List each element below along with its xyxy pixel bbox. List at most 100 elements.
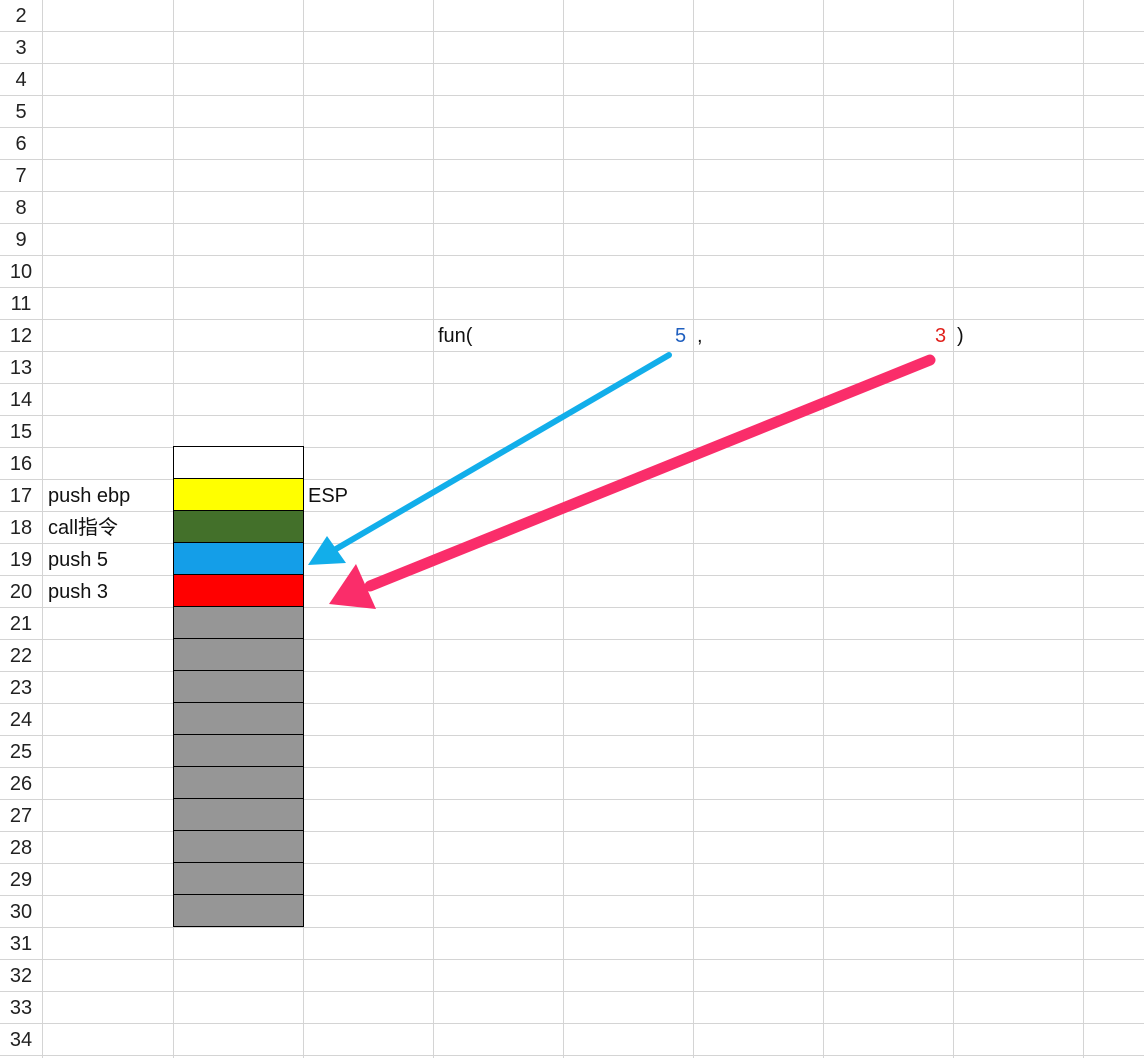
stack-cell[interactable] <box>173 798 304 831</box>
row-number[interactable]: 27 <box>9 805 33 827</box>
row-gridline <box>0 191 1144 192</box>
row-gridline <box>0 895 1144 896</box>
row-number[interactable]: 4 <box>15 69 27 91</box>
row-gridline <box>0 927 1144 928</box>
stack-cell[interactable] <box>173 894 304 927</box>
row-number[interactable]: 3 <box>15 37 27 59</box>
row-gridline <box>0 991 1144 992</box>
row-gridline <box>0 511 1144 512</box>
argument-separator: , <box>697 325 703 347</box>
label-push-5[interactable]: push 5 <box>48 549 109 571</box>
row-number[interactable]: 2 <box>15 5 27 27</box>
row-number[interactable]: 5 <box>15 101 27 123</box>
column-gridline <box>823 0 824 1058</box>
row-gridline <box>0 575 1144 576</box>
row-number[interactable]: 6 <box>15 133 27 155</box>
row-gridline <box>0 415 1144 416</box>
row-number[interactable]: 24 <box>9 709 33 731</box>
row-number[interactable]: 10 <box>9 261 33 283</box>
row-gridline <box>0 351 1144 352</box>
row-number[interactable]: 31 <box>9 933 33 955</box>
stack-cell[interactable] <box>173 702 304 735</box>
row-gridline <box>0 607 1144 608</box>
stack-cell[interactable] <box>173 606 304 639</box>
stack-cell[interactable] <box>173 830 304 863</box>
column-gridline <box>693 0 694 1058</box>
stack-cell[interactable] <box>173 542 304 575</box>
column-gridline <box>953 0 954 1058</box>
row-gridline <box>0 671 1144 672</box>
row-gridline <box>0 127 1144 128</box>
row-number[interactable]: 30 <box>9 901 33 923</box>
row-number[interactable]: 34 <box>9 1029 33 1051</box>
row-gridline <box>0 799 1144 800</box>
row-number[interactable]: 17 <box>9 485 33 507</box>
column-gridline <box>563 0 564 1058</box>
row-number[interactable]: 11 <box>10 293 32 315</box>
row-number[interactable]: 16 <box>9 453 33 475</box>
row-gridline <box>0 383 1144 384</box>
row-number[interactable]: 15 <box>9 421 33 443</box>
red-arrow-icon <box>329 354 936 609</box>
label-push-ebp[interactable]: push ebp <box>48 485 131 507</box>
row-number[interactable]: 25 <box>9 741 33 763</box>
stack-cell[interactable] <box>173 510 304 543</box>
row-gridline <box>0 767 1144 768</box>
row-gridline <box>0 255 1144 256</box>
row-number[interactable]: 22 <box>9 645 33 667</box>
stack-cell[interactable] <box>173 670 304 703</box>
row-number[interactable]: 8 <box>15 197 27 219</box>
stack-cell[interactable] <box>173 862 304 895</box>
blue-arrow-icon <box>308 352 672 565</box>
row-gridline <box>0 319 1144 320</box>
row-gridline <box>0 1023 1144 1024</box>
row-number[interactable]: 9 <box>15 229 27 251</box>
stack-cell[interactable] <box>173 638 304 671</box>
row-number[interactable]: 23 <box>9 677 33 699</box>
row-gridline <box>0 223 1144 224</box>
row-gridline <box>0 447 1144 448</box>
argument-5[interactable]: 5 <box>675 325 687 347</box>
row-number[interactable]: 26 <box>9 773 33 795</box>
column-gridline <box>433 0 434 1058</box>
row-gridline <box>0 543 1144 544</box>
row-gridline <box>0 287 1144 288</box>
row-number[interactable]: 14 <box>9 389 33 411</box>
row-gridline <box>0 831 1144 832</box>
row-number[interactable]: 32 <box>9 965 33 987</box>
row-number[interactable]: 20 <box>9 581 33 603</box>
row-number[interactable]: 29 <box>9 869 33 891</box>
column-gridline <box>1083 0 1084 1058</box>
label-esp[interactable]: ESP <box>308 485 349 507</box>
stack-cell[interactable] <box>173 734 304 767</box>
row-gridline <box>0 159 1144 160</box>
row-gridline <box>0 639 1144 640</box>
row-number[interactable]: 28 <box>9 837 33 859</box>
row-number[interactable]: 18 <box>9 517 33 539</box>
column-gridline <box>42 0 43 1058</box>
argument-3[interactable]: 3 <box>935 325 947 347</box>
row-number[interactable]: 21 <box>9 613 33 635</box>
close-paren: ) <box>957 325 964 347</box>
label-push-3[interactable]: push 3 <box>48 581 109 603</box>
stack-cell[interactable] <box>173 574 304 607</box>
row-number[interactable]: 13 <box>9 357 33 379</box>
row-gridline <box>0 479 1144 480</box>
row-gridline <box>0 1055 1144 1056</box>
stack-cell[interactable] <box>173 478 304 511</box>
row-number[interactable]: 12 <box>9 325 33 347</box>
row-gridline <box>0 735 1144 736</box>
row-gridline <box>0 703 1144 704</box>
row-gridline <box>0 959 1144 960</box>
row-number[interactable]: 33 <box>9 997 33 1019</box>
stack-cell[interactable] <box>173 446 304 479</box>
row-gridline <box>0 63 1144 64</box>
row-gridline <box>0 863 1144 864</box>
fun-call-label[interactable]: fun( <box>438 325 473 347</box>
stack-cell[interactable] <box>173 766 304 799</box>
row-gridline <box>0 31 1144 32</box>
row-number[interactable]: 19 <box>9 549 33 571</box>
row-number[interactable]: 7 <box>15 165 27 187</box>
label-call-instruction[interactable]: call指令 <box>48 517 119 539</box>
